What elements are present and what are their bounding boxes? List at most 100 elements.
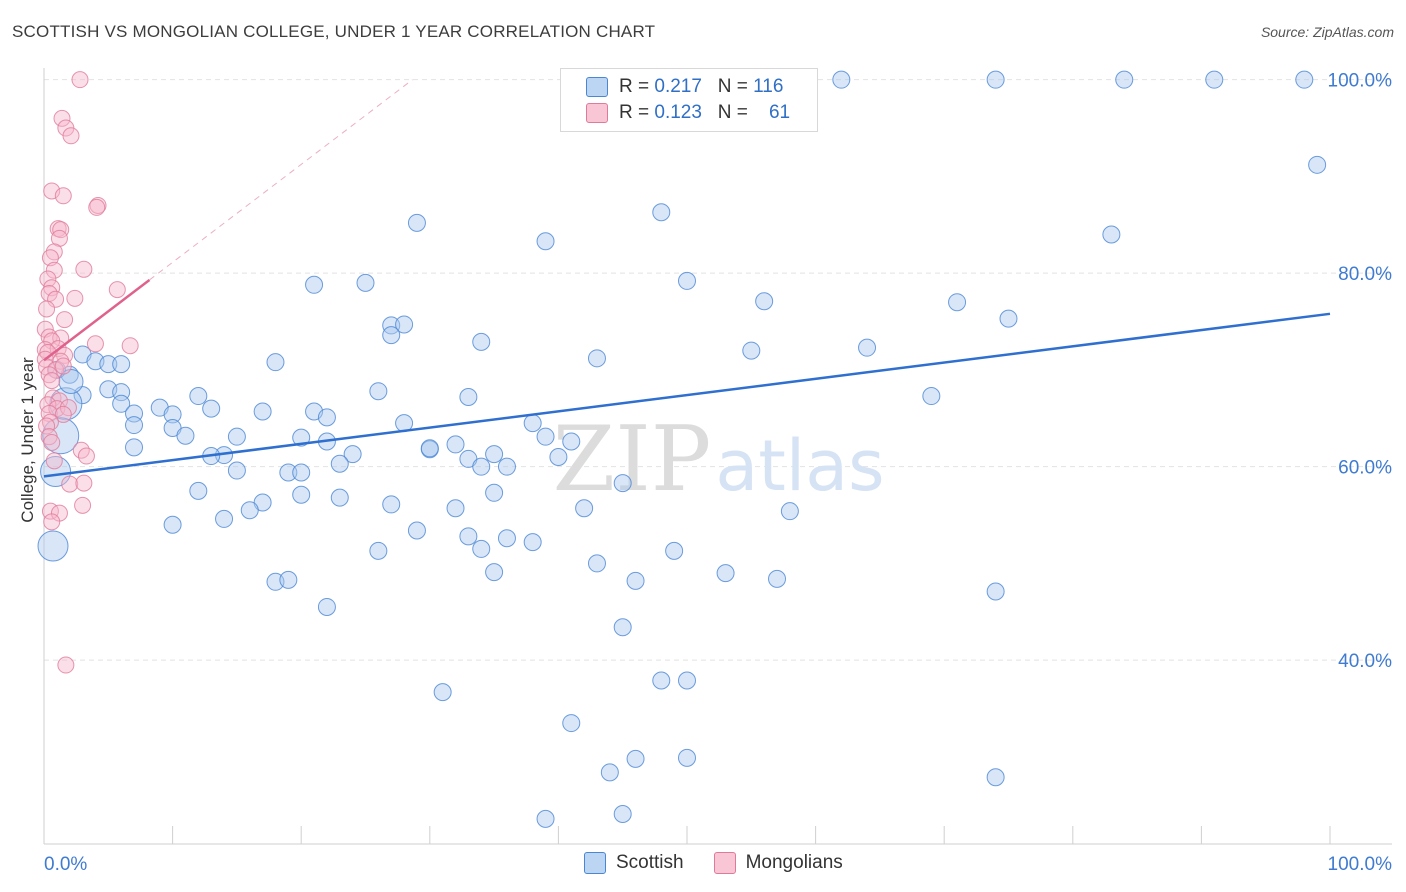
scottish-swatch <box>584 852 606 874</box>
scottish-point <box>227 461 246 480</box>
y-tick-label: 80.0% <box>1338 264 1392 285</box>
scottish-point <box>755 292 774 311</box>
mongolian-point <box>86 335 104 353</box>
scottish-point <box>266 353 285 372</box>
scottish-point <box>382 316 401 335</box>
scottish-point <box>587 349 606 368</box>
scottish-point <box>369 541 388 560</box>
scottish-point <box>536 809 555 828</box>
mongolian-point <box>57 656 75 674</box>
scottish-point <box>768 569 787 588</box>
scottish-point <box>665 541 684 560</box>
scottish-point <box>395 315 414 334</box>
x-tick-label: 100.0% <box>1328 854 1393 875</box>
scottish-point <box>1205 70 1224 89</box>
watermark-zip: ZIP <box>553 407 712 512</box>
scottish-point <box>626 571 645 590</box>
scottish-swatch <box>586 77 608 97</box>
series-legend-label: Scottish <box>616 852 684 873</box>
mongolian-point <box>38 300 56 318</box>
series-legend-mongolians[interactable]: Mongolians <box>713 852 843 874</box>
chart-title: SCOTTISH VS MONGOLIAN COLLEGE, UNDER 1 Y… <box>12 22 656 41</box>
mongolian-point <box>45 261 63 279</box>
mongolian-point <box>54 405 72 423</box>
scottish-point <box>227 427 246 446</box>
mongolian-trend-line <box>43 278 151 362</box>
scottish-point <box>780 502 799 521</box>
series-legend-scottish[interactable]: Scottish <box>584 852 684 874</box>
legend-r-label: R = <box>619 102 655 123</box>
scottish-point <box>112 355 131 374</box>
source-label: Source: ZipAtlas.com <box>1260 24 1394 40</box>
mongolian-point <box>53 109 71 127</box>
scottish-point <box>485 563 504 582</box>
legend-r-value: 0.217 <box>654 76 702 97</box>
scottish-point <box>986 70 1005 89</box>
scottish-point <box>678 748 696 767</box>
scottish-point <box>613 474 632 493</box>
scottish-point <box>163 515 182 534</box>
scottish-point <box>485 483 504 502</box>
mongolian-point <box>36 341 54 359</box>
scottish-point <box>99 355 118 374</box>
scottish-point <box>317 597 336 616</box>
mongolian-point <box>39 396 57 414</box>
scottish-point <box>613 618 632 637</box>
mongolian-point <box>71 71 89 89</box>
scottish-point <box>163 405 182 424</box>
scottish-point <box>37 530 69 562</box>
legend-r-label: R = <box>619 76 655 97</box>
mongolian-swatch <box>586 103 608 123</box>
mongolian-point <box>52 221 70 239</box>
scottish-point <box>562 432 581 451</box>
scottish-point <box>472 332 491 351</box>
scottish-point <box>292 428 311 447</box>
scottish-point <box>536 427 555 446</box>
scottish-point <box>600 763 619 782</box>
mongolian-trend-extension <box>149 79 413 281</box>
scottish-point <box>317 408 336 427</box>
mongolian-point <box>75 474 93 492</box>
scottish-point <box>330 454 349 473</box>
y-tick-label: 60.0% <box>1338 458 1392 479</box>
scottish-point <box>986 582 1005 601</box>
scottish-point <box>215 509 234 528</box>
mongolian-point <box>43 433 61 451</box>
scottish-point <box>562 714 581 733</box>
mongolian-point <box>61 475 79 493</box>
scottish-point <box>459 388 478 407</box>
scottish-point <box>587 554 606 573</box>
x-tick-label: 0.0% <box>44 854 87 875</box>
scottish-point <box>240 501 259 520</box>
legend-n-value: 116 <box>753 76 784 97</box>
scottish-point <box>497 529 516 548</box>
scottish-point <box>999 309 1018 328</box>
scottish-point <box>1295 70 1314 89</box>
scottish-point <box>112 394 131 413</box>
mongolian-swatch <box>713 852 736 874</box>
scottish-point <box>549 448 568 466</box>
scottish-point <box>292 485 311 504</box>
scottish-point <box>472 539 491 558</box>
scottish-point <box>497 457 516 476</box>
scottish-point <box>948 293 967 312</box>
scottish-point <box>485 445 504 464</box>
scottish-point <box>678 671 696 690</box>
stats-legend: R = 0.217 N = 116 R = 0.123 N = 61 <box>560 68 818 132</box>
scottish-point <box>536 232 555 251</box>
scottish-point <box>202 399 221 418</box>
scottish-point <box>253 402 272 421</box>
scottish-point <box>125 416 144 435</box>
scottish-point <box>382 495 401 514</box>
legend-n-label: N = <box>717 76 754 97</box>
scottish-point <box>420 439 439 458</box>
scottish-point <box>678 271 696 290</box>
scottish-point <box>189 387 208 406</box>
scottish-point <box>742 341 761 360</box>
scottish-point <box>189 481 208 500</box>
scottish-point <box>523 533 542 552</box>
watermark-atlas: atlas <box>715 425 884 507</box>
y-tick-label: 40.0% <box>1338 651 1392 672</box>
scottish-point <box>343 445 362 464</box>
